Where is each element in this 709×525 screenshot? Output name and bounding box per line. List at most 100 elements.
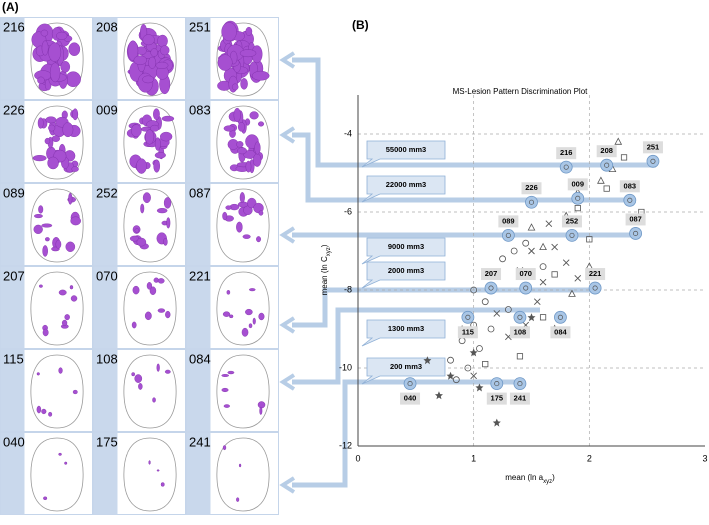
tile-strip: [0, 349, 25, 432]
lesion: [150, 48, 158, 57]
tile-id: 009: [96, 102, 118, 117]
lesion: [157, 308, 166, 313]
point-label: 226: [525, 183, 538, 192]
lesion: [236, 221, 243, 233]
annotation-box: [361, 357, 446, 385]
axis-title-part: mean (ln a: [505, 473, 543, 482]
lesion: [42, 245, 48, 257]
point: [539, 314, 547, 321]
lesion: [36, 372, 40, 376]
lesion: [64, 461, 68, 465]
panel-label: (B): [352, 18, 369, 32]
point-label-box: [642, 141, 663, 154]
lesion: [68, 42, 81, 56]
lesion: [134, 374, 143, 383]
lesion: [41, 408, 47, 415]
tile-strip: [186, 183, 211, 266]
lesion: [245, 308, 253, 316]
point: [516, 353, 524, 360]
arrow-head: [279, 316, 296, 334]
highlight-point: [461, 310, 475, 324]
point: [568, 289, 576, 297]
highlight-point: [629, 227, 642, 240]
lesion: [164, 369, 171, 374]
highlight-point: [554, 310, 567, 324]
lesion: [48, 411, 53, 417]
tile-strip: [0, 183, 25, 266]
point-label-box: [498, 215, 519, 228]
brain-outline: [123, 354, 177, 429]
annotation-box: [361, 319, 446, 347]
lesion: [245, 160, 252, 173]
tile-id: 207: [3, 268, 25, 283]
point: [464, 364, 472, 372]
lesion: [45, 116, 57, 124]
highlight-point: [600, 158, 614, 172]
lesion: [251, 70, 270, 81]
annotation: 9000 mm3: [388, 242, 424, 251]
lesion: [130, 124, 142, 137]
tile-id: 252: [96, 185, 118, 200]
highlight-point: [559, 160, 573, 174]
lesion: [252, 153, 262, 167]
tile-id: 226: [3, 102, 25, 117]
tile-strip: [186, 432, 211, 515]
lesion: [231, 83, 239, 91]
point: [493, 310, 501, 317]
highlight-point: [501, 228, 515, 242]
lesion: [160, 45, 170, 56]
x-tick-label: 2: [587, 453, 592, 463]
point: [487, 325, 495, 333]
point-center: [563, 164, 569, 170]
point-center: [465, 314, 471, 320]
arrow-head: [279, 373, 296, 391]
lesion: [223, 404, 230, 408]
lesion: [233, 107, 241, 123]
lesion: [148, 56, 157, 69]
annotation-box: [361, 237, 446, 265]
lesion: [41, 40, 49, 56]
tile-strip: [93, 17, 118, 100]
highlight-point: [484, 281, 498, 295]
highlight-point: [565, 228, 579, 242]
lesion: [60, 61, 71, 73]
tile-id: 040: [3, 434, 25, 449]
lesion: [223, 125, 235, 132]
x-tick-label: 0: [355, 453, 360, 463]
y-tick-label: -4: [344, 128, 352, 138]
lesion: [165, 310, 171, 319]
point-center: [557, 314, 563, 320]
lesion: [156, 363, 160, 372]
point: [527, 313, 536, 322]
point: [481, 298, 489, 306]
point-label-box: [457, 326, 478, 339]
lesion: [155, 61, 169, 69]
point-label-box: [400, 392, 421, 405]
lesion: [154, 137, 161, 151]
lesion: [72, 108, 79, 121]
lesion: [136, 158, 147, 174]
lesion: [157, 278, 165, 284]
lesion: [160, 482, 165, 487]
lesion: [258, 121, 265, 127]
annotation-box: [361, 140, 446, 168]
lesion: [242, 234, 251, 239]
lesion: [163, 237, 168, 246]
point: [434, 391, 443, 400]
point: [539, 278, 547, 286]
lesion: [221, 22, 237, 42]
point: [586, 236, 593, 243]
tile-id: 083: [189, 102, 211, 117]
tile-strip: [93, 266, 118, 349]
point-label-box: [521, 182, 542, 195]
lesion: [49, 62, 61, 83]
point-label: 115: [462, 327, 474, 336]
lesion: [249, 288, 256, 292]
lesion: [36, 405, 42, 414]
point-label-box: [515, 268, 536, 281]
annotation: 1300 mm3: [388, 324, 424, 333]
lesion: [34, 214, 43, 219]
point-label: 040: [404, 394, 417, 403]
lesion: [222, 311, 231, 317]
